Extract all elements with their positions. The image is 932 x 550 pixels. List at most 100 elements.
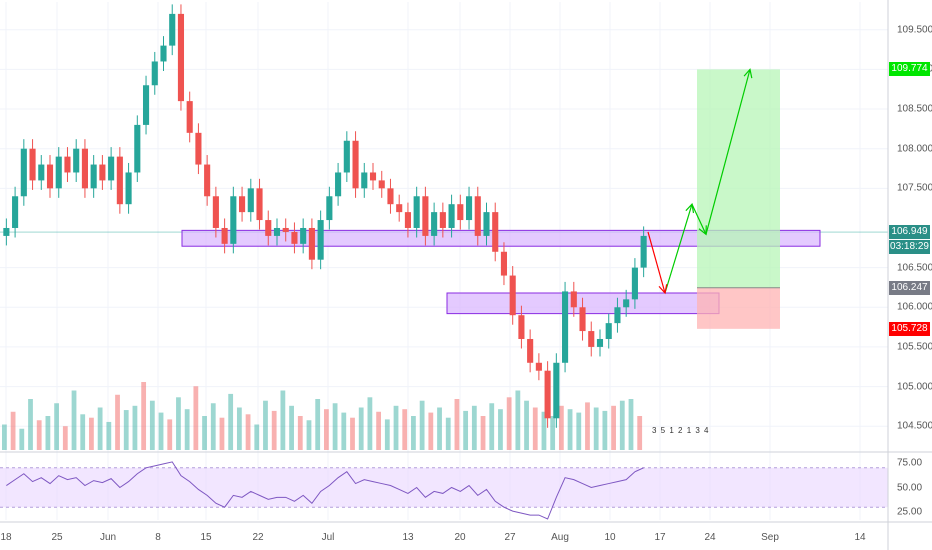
candle-body [282,227,289,232]
rsi-tick-label: 25.00 [897,506,923,518]
volume-bar [202,416,207,450]
time-tick-label: 15 [200,532,212,543]
time-tick-label: Jun [99,532,117,543]
candle-body [500,251,508,276]
volume-bar [576,412,582,450]
volume-bar [28,399,33,450]
target-area [697,69,780,288]
candle-body [422,196,429,236]
candle-body [134,124,141,173]
volume-bar [489,403,495,450]
volume-bar [54,403,60,450]
price-tick-label: 106.500 [897,262,932,274]
candle-body [169,13,176,46]
volume-bar [524,400,529,450]
candle-body [99,164,106,181]
volume-bar [254,424,260,450]
candle-body [116,156,123,205]
volume-bar [71,390,77,450]
volume-bar [210,403,216,450]
price-tag: 105.728 [889,321,930,336]
position-tool[interactable] [697,69,780,329]
volume-bar [280,390,286,450]
volume-bar [271,410,277,450]
volume-bar [324,409,329,450]
volume-bar [315,399,321,450]
resistance-zone [181,229,821,247]
volume-bar [367,397,373,450]
candle-body [335,172,342,197]
time-tick-label: 13 [402,532,414,543]
volume-bar [602,410,608,450]
path-segment [664,204,693,294]
volume-bar [97,407,103,450]
candle-body [12,196,19,228]
time-tick-label: Jul [321,532,335,543]
volume-bar [263,400,268,450]
volume-bar [245,414,251,450]
price-tag: 106.949 [889,225,930,240]
volume-bar [306,420,312,450]
candle-body [623,299,630,308]
candle-body [614,307,621,324]
stop-area [697,287,780,329]
volume-bar [506,397,512,450]
candle-body [29,148,36,181]
candle-body [230,196,237,244]
volume-bar [141,382,147,450]
candle-body [492,212,499,252]
candle-body [326,196,333,221]
volume-bar [411,416,416,450]
candle-body [64,156,71,173]
time-tick-label: 27 [504,532,516,543]
candle-body [160,45,167,62]
volume-bar [193,386,199,450]
volume-bar [619,400,625,450]
volume-bar [167,419,173,450]
candle-body [562,291,569,363]
candle-body [457,204,464,221]
volume-bar [36,420,42,450]
volume-bar [19,428,25,450]
price-tag: 106.247 [889,280,930,295]
volume-bar [176,397,181,450]
volume-bar [132,405,138,450]
path-arrowhead [698,225,707,236]
path-segment [647,231,666,294]
volume-bar [289,405,294,450]
candle-body [212,196,219,228]
time-tick-label: 18 [0,532,12,543]
candle-body [81,148,88,189]
volume-bar [358,407,364,450]
candle-body [413,196,420,228]
volume-bar [80,414,86,450]
candle-body [404,212,411,228]
volume-bar [45,416,51,450]
candle-body [352,140,359,189]
candle-body [273,227,281,236]
volume-bar [2,424,7,450]
path-segment [705,69,751,235]
time-tick-label: 10 [604,532,616,543]
volume-bar [341,412,347,450]
price-tick-label: 106.000 [897,301,932,313]
volume-bar [480,416,486,450]
time-tick-label: Aug [551,532,569,543]
time-tick-label: 17 [654,532,666,543]
candle-body [596,338,604,347]
volume-bar [437,407,442,450]
rsi-band [0,467,888,508]
rsi-line [6,461,644,520]
candle-body [46,164,54,189]
path-arrowhead [685,202,695,214]
volume-bar [541,411,547,450]
path-arrowhead [658,284,668,295]
projection-path[interactable] [647,68,753,295]
volume-bar [350,417,355,450]
candle-body [518,315,525,339]
candle-body [570,291,577,308]
candle-body [3,227,10,236]
volume-bar [593,407,599,450]
